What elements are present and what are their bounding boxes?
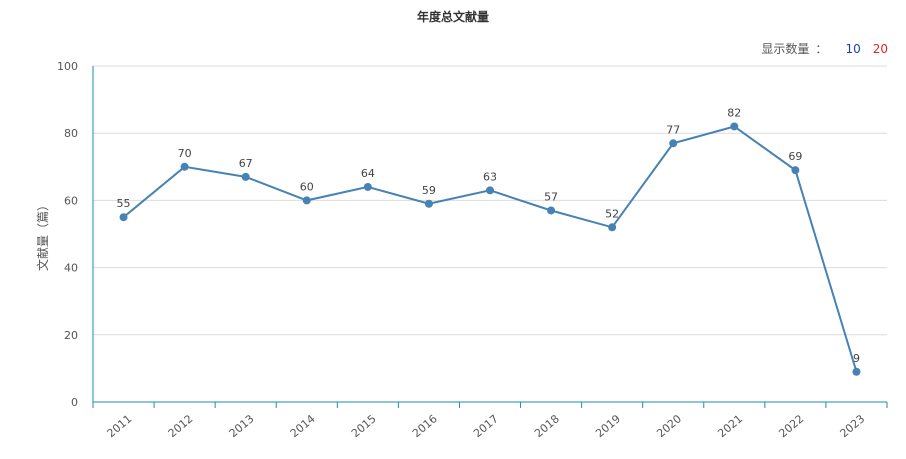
x-tick-label: 2012 — [166, 412, 196, 440]
data-point[interactable] — [363, 182, 372, 191]
data-label: 9 — [853, 352, 860, 365]
data-point[interactable] — [302, 196, 311, 205]
x-tick-label: 2019 — [593, 412, 623, 440]
data-point[interactable] — [119, 213, 128, 222]
data-label: 52 — [605, 207, 619, 220]
data-label: 67 — [239, 157, 253, 170]
y-tick-label: 40 — [64, 262, 78, 275]
x-tick-label: 2015 — [349, 412, 379, 440]
data-point[interactable] — [608, 223, 617, 232]
x-tick-labels: 2011 2012 2013 2014 2015 2016 2017 2018 2019 2020… — [105, 412, 868, 440]
display-count-control: 显示数量 ： 10 20 — [761, 40, 888, 57]
x-tick-label: 2018 — [532, 412, 562, 440]
y-tick-label: 20 — [64, 329, 78, 342]
data-point[interactable] — [730, 122, 739, 131]
x-tick-label: 2014 — [288, 412, 318, 440]
x-tick-label: 2016 — [410, 412, 440, 440]
data-label: 60 — [300, 180, 314, 193]
x-tick-label: 2011 — [105, 412, 135, 440]
data-point[interactable] — [669, 139, 678, 148]
y-tick-label: 100 — [57, 60, 78, 73]
data-points — [119, 122, 861, 376]
display-count-colon: ： — [815, 42, 828, 56]
data-label: 59 — [422, 184, 436, 197]
data-label: 55 — [117, 197, 131, 210]
data-point[interactable] — [547, 206, 556, 215]
data-labels: 55 70 67 60 64 59 63 57 52 77 82 69 9 — [117, 106, 860, 364]
data-point[interactable] — [791, 166, 800, 175]
x-tick-label: 2013 — [227, 412, 257, 440]
data-label: 64 — [361, 167, 375, 180]
data-point[interactable] — [180, 162, 189, 171]
display-count-label: 显示数量 — [761, 42, 810, 56]
y-axis-label: 文献量（篇） — [35, 199, 50, 271]
y-tick-label: 60 — [64, 194, 78, 207]
display-count-option-20[interactable]: 20 — [872, 41, 888, 56]
y-tick-label: 80 — [64, 127, 78, 140]
data-label: 69 — [788, 150, 802, 163]
x-tick-label: 2022 — [776, 412, 806, 440]
data-label: 70 — [178, 147, 192, 160]
x-tick-label: 2021 — [715, 412, 745, 440]
data-point[interactable] — [424, 199, 433, 208]
data-label: 77 — [666, 123, 680, 136]
data-label: 57 — [544, 190, 558, 203]
display-count-option-10[interactable]: 10 — [845, 41, 861, 56]
data-label: 82 — [727, 106, 741, 119]
data-point[interactable] — [241, 172, 250, 181]
x-tick-label: 2017 — [471, 412, 501, 440]
data-label: 63 — [483, 170, 497, 183]
chart-title: 年度总文献量 — [416, 10, 489, 24]
axes — [92, 66, 888, 408]
data-point[interactable] — [852, 367, 861, 376]
x-tick-label: 2023 — [838, 412, 868, 440]
data-point[interactable] — [486, 186, 494, 195]
x-tick-label: 2020 — [654, 412, 684, 440]
y-tick-label: 0 — [71, 396, 78, 409]
grid-lines — [93, 65, 887, 336]
y-tick-labels: 0 20 40 60 80 100 — [57, 60, 78, 409]
